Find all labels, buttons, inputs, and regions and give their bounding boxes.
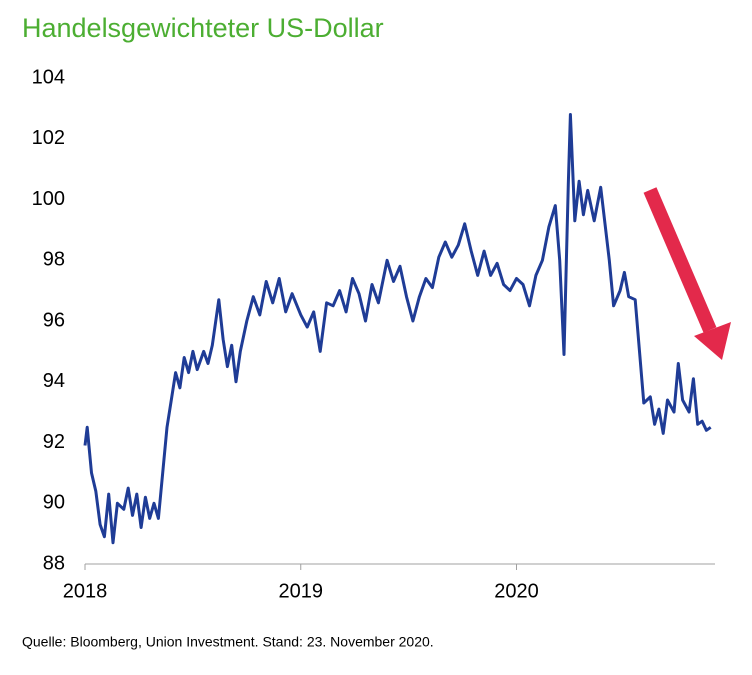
arrow-shaft bbox=[643, 187, 717, 333]
y-tick-label: 104 bbox=[32, 66, 65, 88]
x-tick-label: 2020 bbox=[494, 580, 539, 602]
y-tick-label: 102 bbox=[32, 127, 65, 149]
trend-arrow bbox=[643, 187, 731, 360]
arrow-head bbox=[694, 322, 731, 360]
y-tick-label: 92 bbox=[43, 431, 65, 453]
y-tick-label: 94 bbox=[43, 370, 65, 392]
y-tick-label: 96 bbox=[43, 309, 65, 331]
x-tick-label: 2019 bbox=[279, 580, 324, 602]
y-tick-label: 98 bbox=[43, 249, 65, 271]
data-line bbox=[83, 113, 712, 545]
y-tick-label: 88 bbox=[43, 552, 65, 574]
y-tick-label: 90 bbox=[43, 492, 65, 514]
chart-title: Handelsgewichteter US-Dollar bbox=[22, 13, 384, 43]
x-tick-label: 2018 bbox=[63, 580, 108, 602]
y-tick-label: 100 bbox=[32, 188, 65, 210]
source-note: Quelle: Bloomberg, Union Investment. Sta… bbox=[22, 634, 434, 650]
